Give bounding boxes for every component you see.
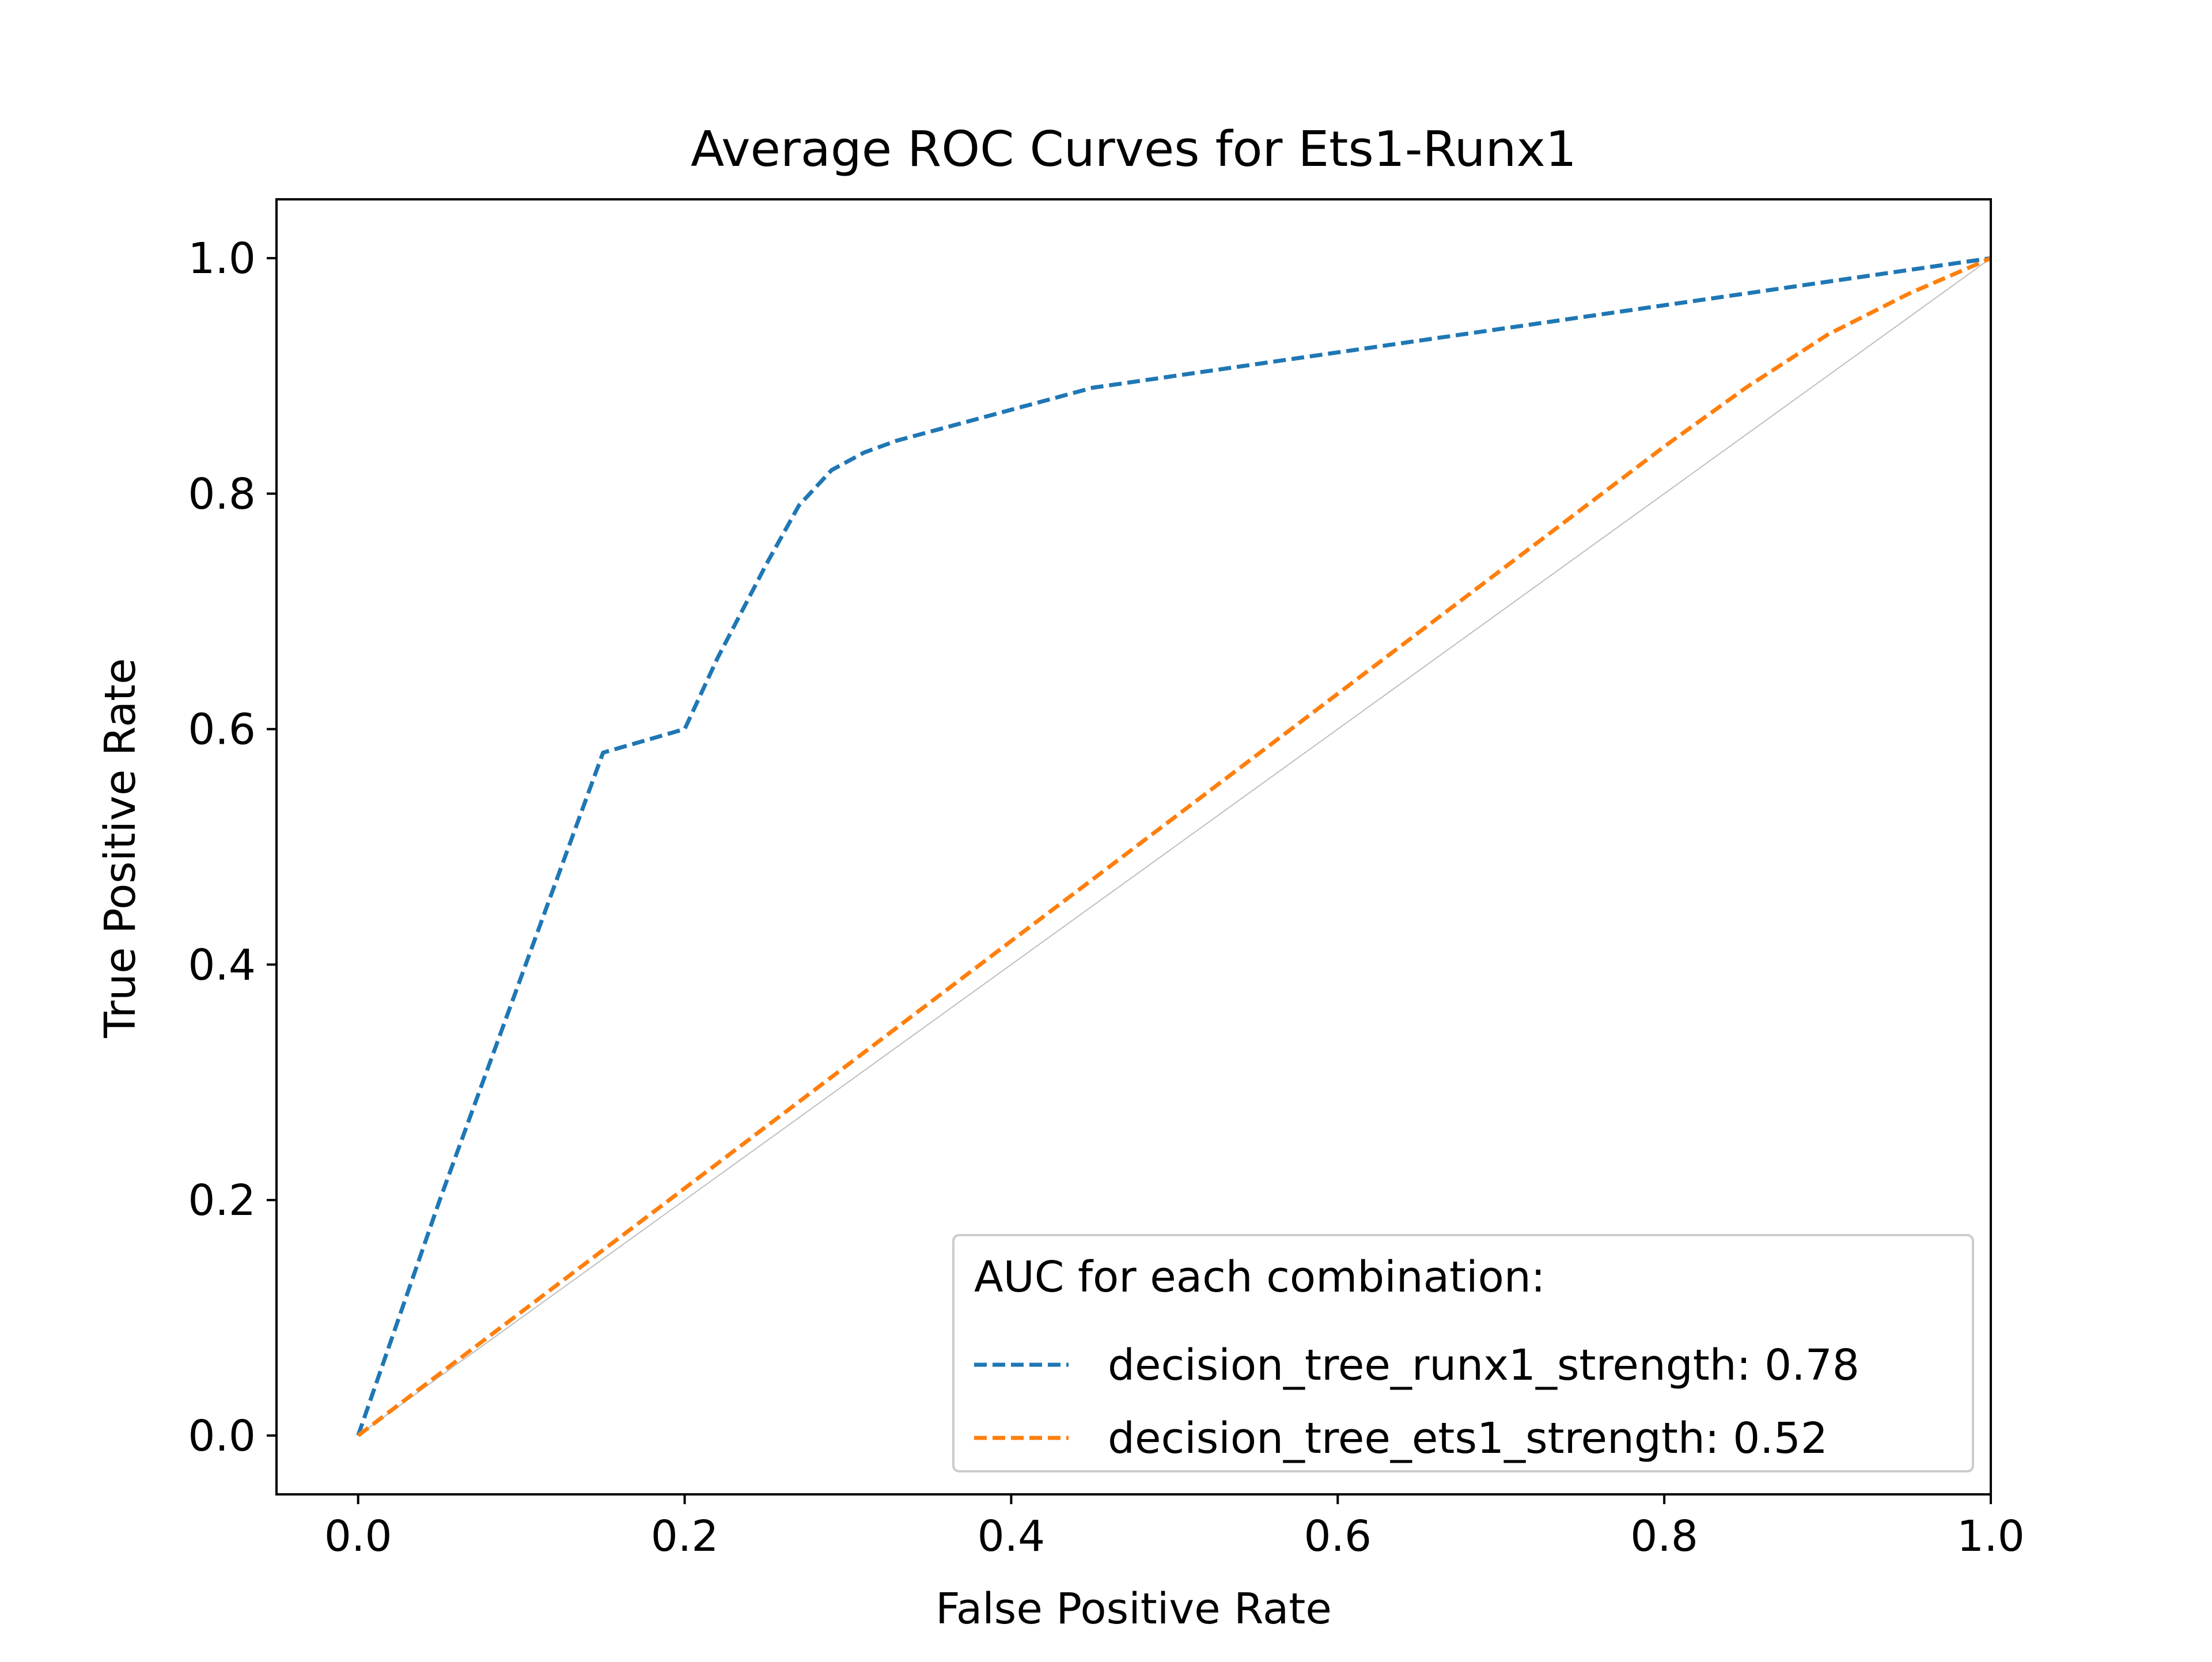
x-tick-label-1: 0.2	[651, 1512, 719, 1561]
x-tick-label-2: 0.4	[978, 1512, 1046, 1561]
x-tick-label-3: 0.6	[1304, 1512, 1372, 1561]
y-tick-label-4: 0.8	[188, 470, 256, 519]
y-tick-label-1: 0.2	[188, 1176, 256, 1225]
legend-label-1: decision_tree_ets1_strength: 0.52	[1108, 1414, 1828, 1463]
legend-box	[952, 1234, 1974, 1472]
reference-diagonal-line	[358, 258, 1991, 1436]
x-axis-label: False Positive Rate	[935, 1584, 1332, 1634]
y-tick-label-5: 1.0	[188, 234, 256, 283]
y-axis-label: True Positive Rate	[96, 658, 145, 1038]
x-tick-label-0: 0.0	[324, 1512, 392, 1561]
chart-title: Average ROC Curves for Ets1-Runx1	[691, 121, 1577, 178]
x-tick-label-5: 1.0	[1957, 1512, 2025, 1561]
y-tick-label-3: 0.6	[188, 705, 256, 755]
plot-area: 0.0 0.2 0.4 0.6 0.8 1.0 0.0 0.2 0.4 0.6 0.8 1.0 AUC …	[188, 198, 2025, 1561]
series-line-1	[357, 256, 1992, 1437]
plot-frame	[275, 198, 1992, 1496]
legend-label-0: decision_tree_runx1_strength: 0.78	[1108, 1341, 1859, 1390]
x-tick-label-4: 0.8	[1630, 1512, 1698, 1561]
legend-title: AUC for each combination:	[974, 1252, 1546, 1302]
y-tick-label-2: 0.4	[188, 940, 256, 990]
y-tick-label-0: 0.0	[188, 1411, 256, 1461]
